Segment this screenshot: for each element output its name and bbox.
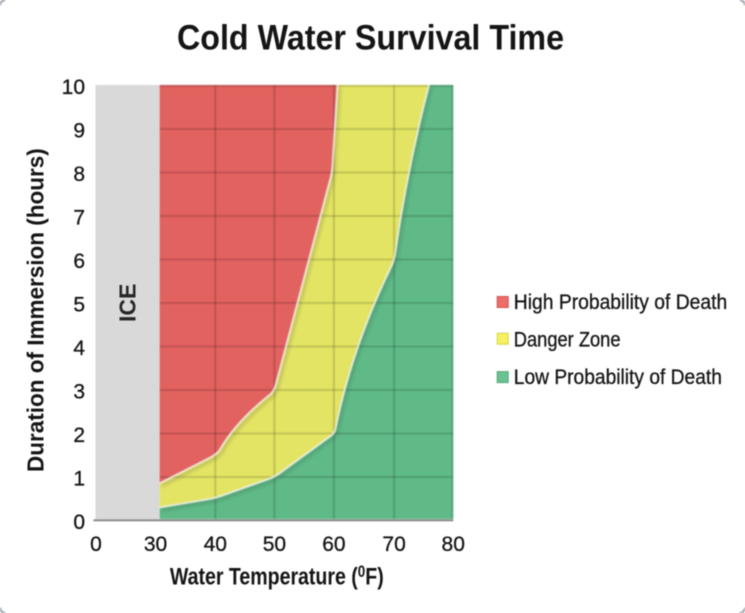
svg-text:40: 40 (204, 533, 227, 556)
svg-text:Duration of Immersion (hours): Duration of Immersion (hours) (23, 148, 49, 472)
svg-text:Cold Water Survival Time: Cold Water Survival Time (177, 18, 564, 58)
svg-text:70: 70 (382, 533, 405, 556)
svg-text:60: 60 (322, 533, 345, 556)
svg-text:50: 50 (263, 533, 286, 556)
svg-text:7: 7 (73, 207, 85, 230)
svg-text:6: 6 (73, 250, 85, 273)
svg-text:0: 0 (73, 511, 85, 534)
svg-text:1: 1 (73, 468, 85, 491)
svg-text:High Probability of Death: High Probability of Death (514, 291, 727, 314)
svg-text:5: 5 (73, 294, 85, 317)
svg-text:10: 10 (62, 76, 85, 99)
svg-text:80: 80 (442, 533, 465, 556)
svg-text:3: 3 (73, 381, 85, 404)
svg-text:ICE: ICE (115, 284, 141, 322)
svg-text:0: 0 (90, 533, 102, 556)
svg-text:4: 4 (73, 337, 85, 360)
svg-text:9: 9 (73, 120, 85, 143)
svg-text:Low Probability of Death: Low Probability of Death (514, 366, 722, 389)
svg-text:Danger Zone: Danger Zone (514, 329, 621, 352)
svg-text:8: 8 (73, 163, 85, 186)
svg-text:30: 30 (144, 533, 167, 556)
svg-text:2: 2 (73, 424, 85, 447)
svg-text:Water Temperature (0F): Water Temperature (0F) (170, 563, 384, 590)
